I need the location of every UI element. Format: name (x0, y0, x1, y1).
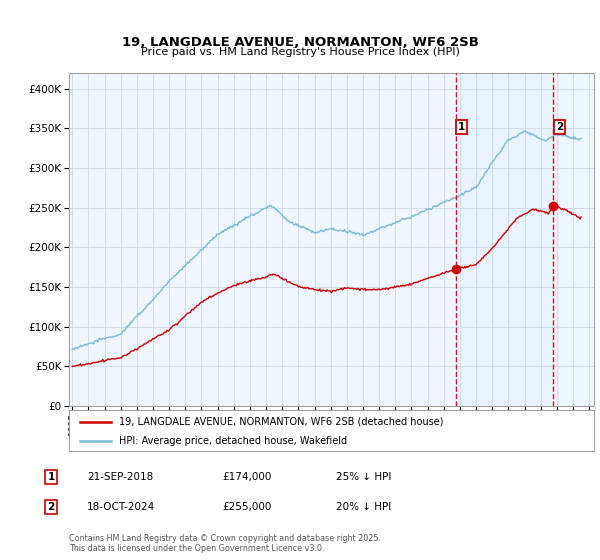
Text: 2: 2 (556, 122, 563, 132)
Text: 21-SEP-2018: 21-SEP-2018 (87, 472, 153, 482)
Text: Price paid vs. HM Land Registry's House Price Index (HPI): Price paid vs. HM Land Registry's House … (140, 47, 460, 57)
Text: 1: 1 (47, 472, 55, 482)
Text: 25% ↓ HPI: 25% ↓ HPI (336, 472, 391, 482)
Text: 20% ↓ HPI: 20% ↓ HPI (336, 502, 391, 512)
Text: £174,000: £174,000 (222, 472, 271, 482)
Text: 19, LANGDALE AVENUE, NORMANTON, WF6 2SB: 19, LANGDALE AVENUE, NORMANTON, WF6 2SB (122, 35, 478, 49)
Text: 1: 1 (458, 122, 466, 132)
Text: Contains HM Land Registry data © Crown copyright and database right 2025.
This d: Contains HM Land Registry data © Crown c… (69, 534, 381, 553)
Text: HPI: Average price, detached house, Wakefield: HPI: Average price, detached house, Wake… (119, 436, 347, 446)
Text: 19, LANGDALE AVENUE, NORMANTON, WF6 2SB (detached house): 19, LANGDALE AVENUE, NORMANTON, WF6 2SB … (119, 417, 443, 427)
Bar (553, 73, 597, 406)
Text: £255,000: £255,000 (222, 502, 271, 512)
Bar (456, 73, 553, 406)
Text: 2: 2 (47, 502, 55, 512)
Text: 18-OCT-2024: 18-OCT-2024 (87, 502, 155, 512)
